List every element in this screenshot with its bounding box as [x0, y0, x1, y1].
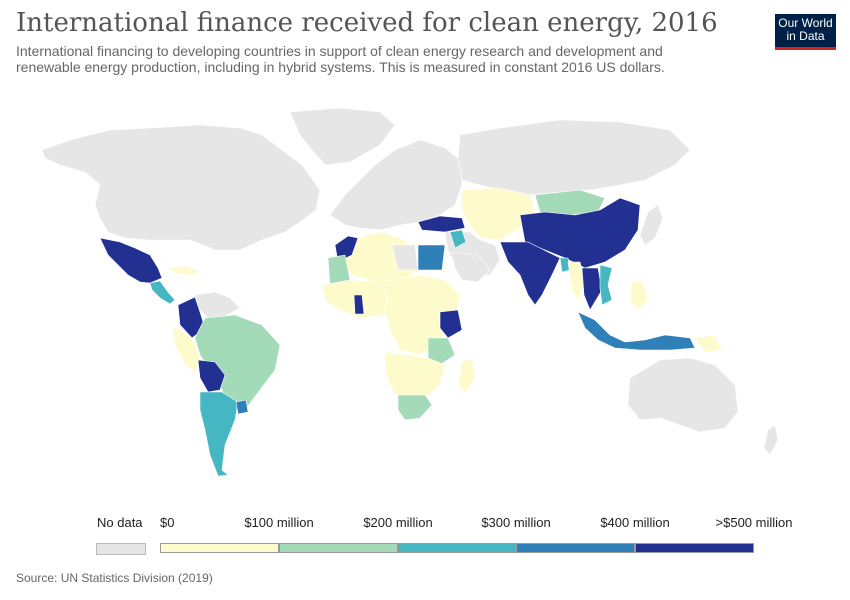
region-turkey[interactable] — [417, 215, 466, 233]
legend-label-3: $300 million — [481, 515, 551, 530]
region-myanmar[interactable] — [567, 261, 586, 301]
chart-subtitle: International financing to developing co… — [16, 43, 665, 75]
region-saudi-arabia[interactable] — [451, 251, 491, 283]
chart-title: International finance received for clean… — [16, 8, 718, 38]
region-south-africa[interactable] — [397, 394, 433, 421]
legend-label-end: >$500 million — [715, 515, 793, 530]
region-uruguay[interactable] — [235, 399, 249, 415]
owid-logo[interactable]: Our World in Data — [775, 14, 836, 50]
logo-line-2: in Data — [786, 29, 825, 43]
world-map — [41, 107, 779, 477]
region-cuba[interactable] — [167, 265, 201, 276]
region-madagascar[interactable] — [457, 357, 476, 393]
legend-bin-1[interactable] — [279, 543, 398, 553]
region-japan[interactable] — [639, 204, 664, 246]
region-russia[interactable] — [457, 119, 691, 196]
legend-label-1: $100 million — [244, 515, 314, 530]
region-new-zealand[interactable] — [763, 424, 779, 456]
region-kenya[interactable] — [439, 309, 463, 339]
region-europe[interactable] — [329, 139, 463, 231]
region-greenland[interactable] — [289, 107, 396, 166]
legend-label-2: $200 million — [363, 515, 433, 530]
region-philippines[interactable] — [629, 279, 649, 311]
legend-bin-2[interactable] — [398, 543, 516, 553]
map-legend: No data $0 $100 million $200 million $30… — [0, 505, 850, 565]
region-central-asia[interactable] — [461, 187, 536, 241]
region-argentina[interactable] — [199, 391, 239, 477]
source-note: Source: UN Statistics Division (2019) — [16, 571, 213, 585]
region-bolivia[interactable] — [197, 359, 226, 393]
legend-label-0: $0 — [160, 515, 175, 530]
region-tanzania[interactable] — [427, 337, 456, 366]
region-thailand[interactable] — [581, 267, 603, 311]
region-venezuela[interactable] — [194, 291, 241, 319]
region-mexico[interactable] — [99, 237, 163, 284]
legend-no-data-swatch — [96, 543, 146, 555]
legend-bin-3[interactable] — [516, 543, 635, 553]
region-central-america[interactable] — [149, 280, 176, 305]
region-india[interactable] — [499, 241, 561, 306]
region-vietnam[interactable] — [599, 264, 613, 306]
region-ghana[interactable] — [353, 294, 365, 315]
logo-line-1: Our World — [778, 16, 833, 30]
region-egypt[interactable] — [417, 244, 446, 271]
legend-label-4: $400 million — [600, 515, 670, 530]
region-china[interactable] — [519, 197, 641, 269]
region-peru[interactable] — [171, 324, 201, 373]
region-north-america[interactable] — [41, 124, 321, 251]
region-australia[interactable] — [627, 357, 739, 433]
region-jordan[interactable] — [449, 229, 467, 249]
legend-bin-0[interactable] — [160, 543, 279, 553]
legend-no-data-label: No data — [97, 515, 143, 530]
legend-bin-4[interactable] — [635, 543, 754, 553]
region-png[interactable] — [694, 334, 723, 353]
region-indonesia[interactable] — [577, 311, 696, 351]
